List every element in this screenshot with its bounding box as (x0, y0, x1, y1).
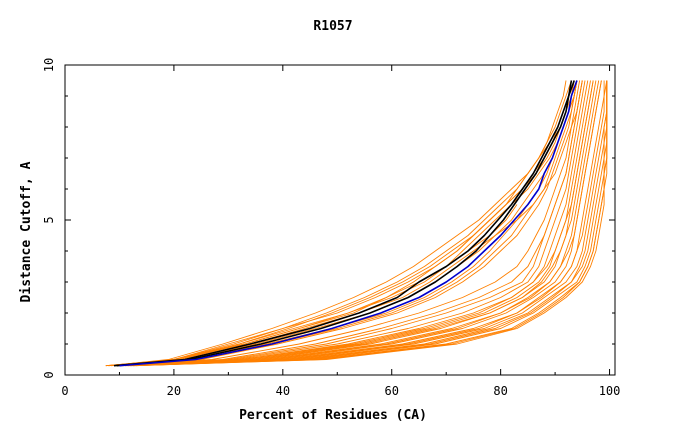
series-line-model-14 (119, 80, 586, 367)
series-line-model-26 (119, 80, 594, 367)
series-line-model-18 (124, 80, 600, 367)
y-axis-label: Distance Cutoff, A (19, 161, 34, 302)
x-tick-label: 60 (385, 384, 399, 398)
y-tick-label: 5 (42, 216, 56, 223)
y-tick-label: 0 (42, 371, 56, 378)
series-line-reference-2 (116, 80, 573, 367)
x-tick-label: 40 (276, 384, 290, 398)
x-tick-label: 20 (167, 384, 181, 398)
series-line-model-03 (105, 80, 578, 367)
series-line-model-17 (124, 80, 594, 367)
series-line-reference-1 (113, 80, 575, 367)
series-line-model-25 (135, 80, 608, 367)
y-tick-label: 10 (42, 58, 56, 72)
series-line-model-33 (116, 80, 581, 367)
series-line-model-15 (122, 80, 589, 367)
series-line-model-30 (133, 80, 608, 367)
series-line-reference-3 (119, 80, 578, 367)
series-line-model-23 (133, 80, 608, 367)
series-line-model-19 (127, 80, 602, 367)
plot-frame (64, 64, 616, 376)
chart-title: R1057 (313, 19, 352, 34)
x-tick-label: 80 (493, 384, 507, 398)
series-line-model-21 (130, 80, 608, 367)
series-line-model-20 (127, 80, 608, 367)
x-axis-label: Percent of Residues (CA) (239, 408, 427, 423)
series-line-model-32 (119, 80, 583, 367)
x-axis: 0 20 40 60 80 100 (61, 65, 620, 398)
series-line-model-31 (135, 80, 608, 367)
series-line-model-28 (127, 80, 602, 367)
series-line-model-22 (130, 80, 608, 367)
x-tick-label: 0 (61, 384, 68, 398)
x-tick-label: 100 (599, 384, 621, 398)
series-line-model-27 (124, 80, 597, 367)
series-line-model-24 (133, 80, 608, 367)
series-layer (105, 80, 608, 367)
series-line-model-10 (116, 80, 578, 367)
series-line-model-09 (113, 80, 575, 367)
series-line-model-29 (130, 80, 605, 367)
y-axis: 0 5 10 (42, 58, 615, 379)
series-line-model-05 (108, 80, 572, 367)
series-line-model-08 (113, 80, 578, 367)
